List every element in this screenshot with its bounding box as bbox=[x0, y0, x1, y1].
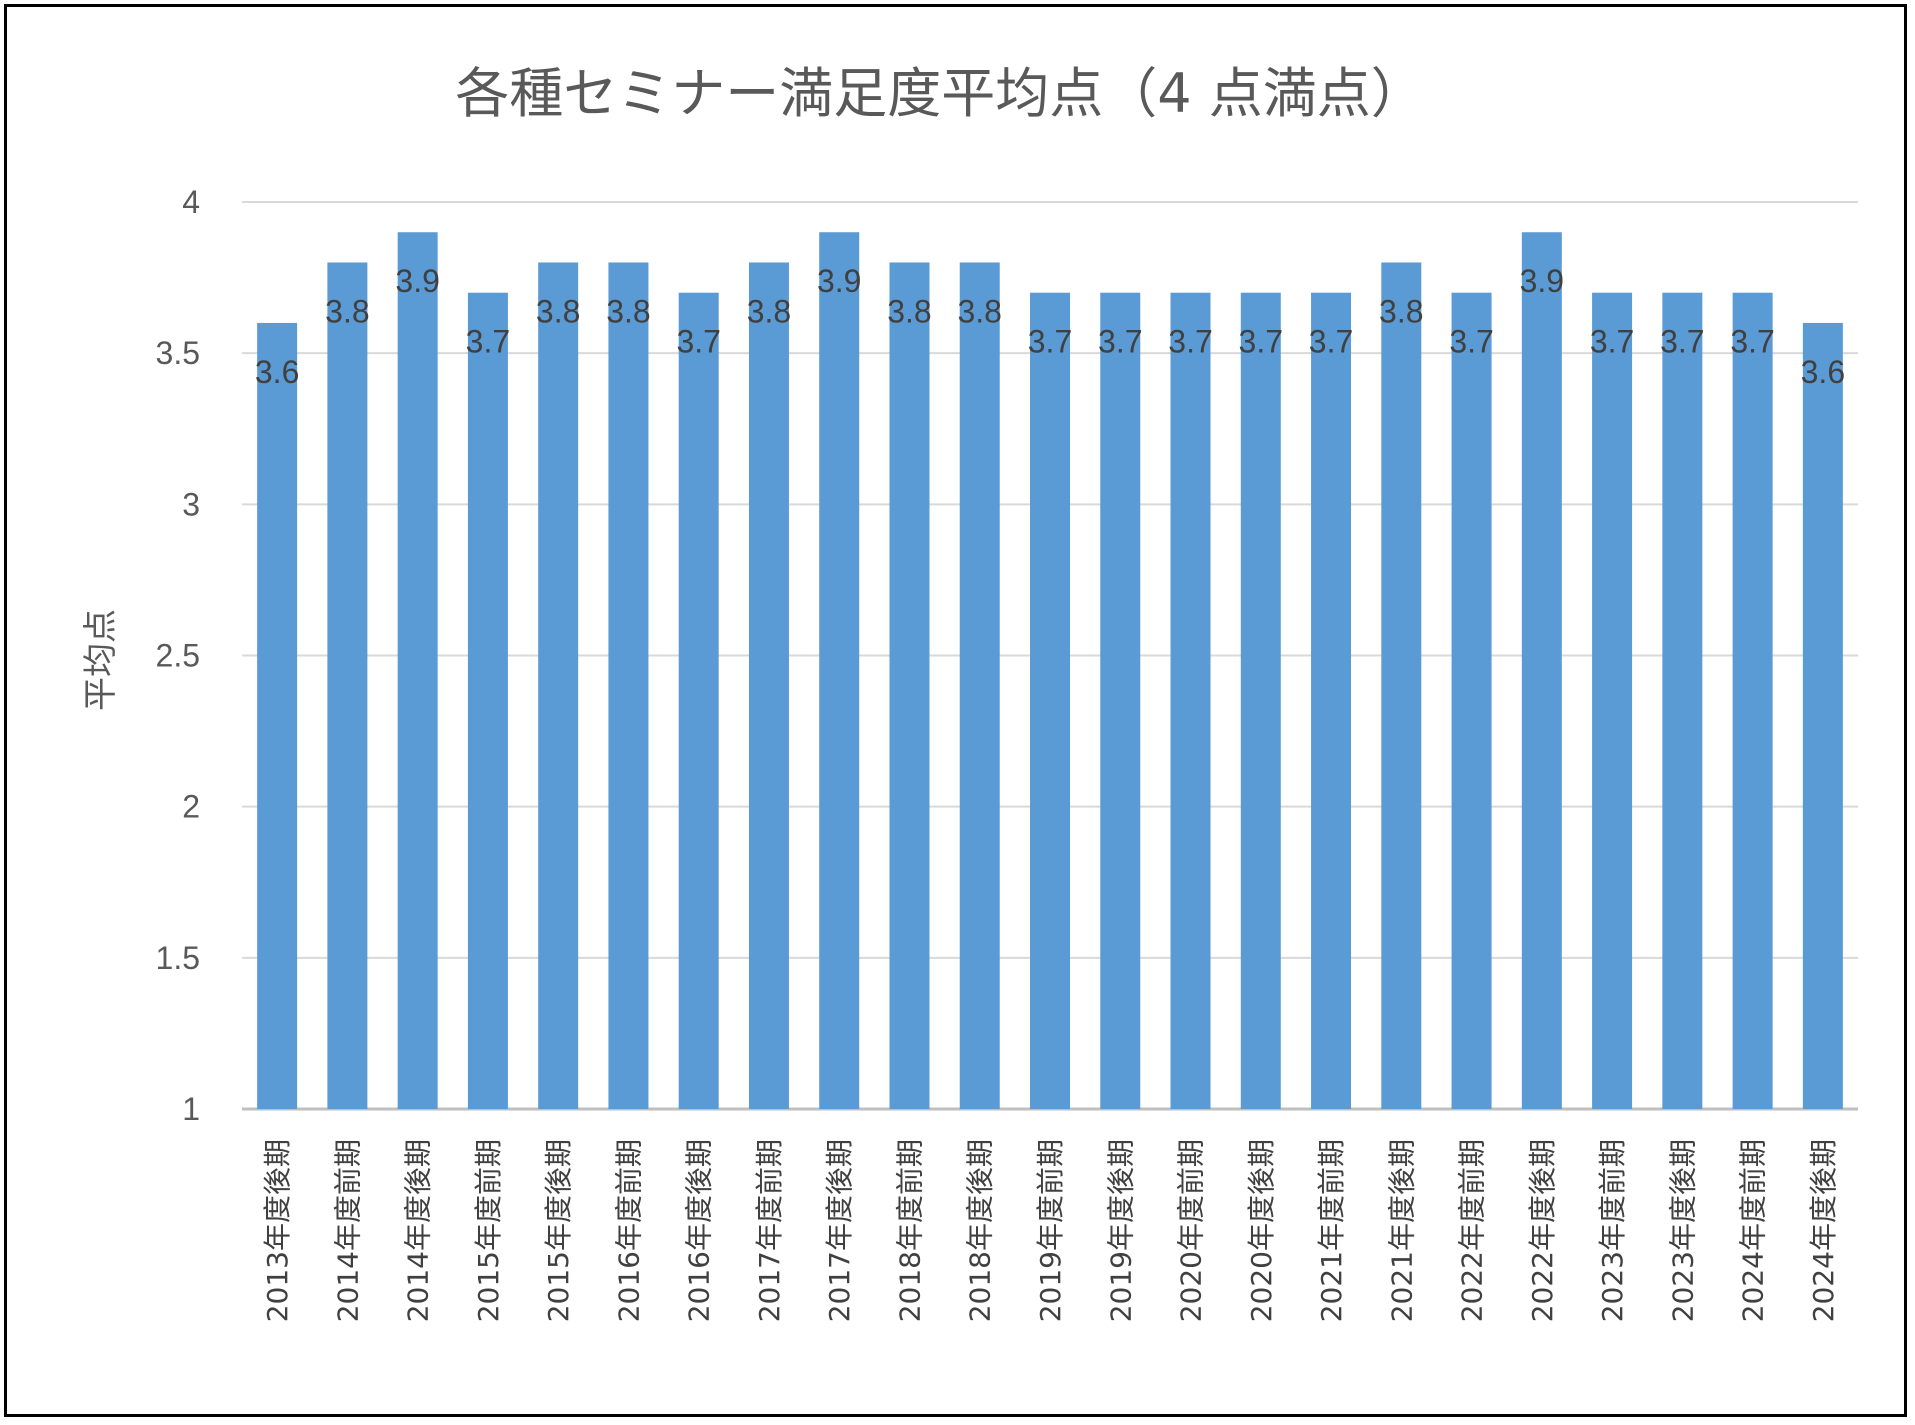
bar bbox=[1802, 322, 1843, 1109]
bar bbox=[959, 262, 1000, 1109]
bar bbox=[1381, 262, 1422, 1109]
x-tick-label: 2015年度前期 bbox=[472, 1139, 505, 1322]
x-tick-label: 2019年度前期 bbox=[1034, 1139, 1067, 1322]
bar bbox=[538, 262, 579, 1109]
data-label: 3.7 bbox=[1449, 324, 1493, 360]
data-label: 3.7 bbox=[1098, 324, 1142, 360]
data-label: 3.8 bbox=[606, 293, 650, 329]
x-tick-label: 2013年度後期 bbox=[261, 1139, 294, 1322]
y-tick-label: 2.5 bbox=[156, 638, 200, 674]
x-tick-label: 2023年度前期 bbox=[1596, 1139, 1629, 1322]
bar bbox=[1240, 292, 1281, 1109]
data-label: 3.7 bbox=[1028, 324, 1072, 360]
y-tick-label: 1 bbox=[182, 1091, 200, 1127]
data-label: 3.8 bbox=[887, 293, 931, 329]
x-tick-label: 2016年度後期 bbox=[683, 1139, 716, 1322]
data-label: 3.7 bbox=[1168, 324, 1212, 360]
data-label: 3.9 bbox=[817, 263, 861, 299]
bar bbox=[327, 262, 368, 1109]
data-label: 3.7 bbox=[1239, 324, 1283, 360]
x-tick-label: 2024年度前期 bbox=[1737, 1139, 1770, 1322]
x-tick-label: 2018年度後期 bbox=[964, 1139, 997, 1322]
data-label: 3.7 bbox=[1730, 324, 1774, 360]
bar bbox=[1521, 232, 1562, 1109]
x-tick-label: 2018年度前期 bbox=[893, 1139, 926, 1322]
bar bbox=[1100, 292, 1141, 1109]
x-tick-label: 2014年度前期 bbox=[331, 1139, 364, 1322]
y-tick-label: 4 bbox=[182, 184, 200, 220]
bar bbox=[608, 262, 649, 1109]
x-tick-label: 2017年度後期 bbox=[823, 1139, 856, 1322]
y-axis-ticks: 1 1.5 2 2.5 3 3.5 4 bbox=[156, 184, 200, 1127]
x-tick-label: 2022年度後期 bbox=[1526, 1139, 1559, 1322]
bar bbox=[889, 262, 930, 1109]
data-label: 3.7 bbox=[1309, 324, 1353, 360]
data-labels: 3.6 3.8 3.9 3.7 3.8 3.8 3.7 3.8 3.9 3.8 3.8 3.7 3.7 3… bbox=[255, 263, 1845, 390]
data-label: 3.7 bbox=[676, 324, 720, 360]
data-label: 3.9 bbox=[395, 263, 439, 299]
bar bbox=[1662, 292, 1703, 1109]
data-label: 3.7 bbox=[1590, 324, 1634, 360]
data-label: 3.6 bbox=[255, 354, 299, 390]
y-tick-label: 3.5 bbox=[156, 335, 200, 371]
y-axis-label: 平均点 bbox=[81, 609, 121, 711]
x-tick-label: 2020年度前期 bbox=[1175, 1139, 1208, 1322]
x-tick-label: 2017年度前期 bbox=[753, 1139, 786, 1322]
data-label: 3.8 bbox=[325, 293, 369, 329]
x-tick-label: 2021年度前期 bbox=[1315, 1139, 1348, 1322]
x-tick-label: 2015年度後期 bbox=[542, 1139, 575, 1322]
data-label: 3.8 bbox=[1379, 293, 1423, 329]
data-label: 3.7 bbox=[466, 324, 510, 360]
bar bbox=[397, 232, 438, 1109]
x-tick-label: 2022年度前期 bbox=[1456, 1139, 1489, 1322]
x-tick-label: 2019年度後期 bbox=[1104, 1139, 1137, 1322]
x-axis-ticks: 2013年度後期 2014年度前期 2014年度後期 2015年度前期 2015年度後期… bbox=[261, 1139, 1840, 1322]
bar bbox=[1170, 292, 1211, 1109]
bar bbox=[1732, 292, 1773, 1109]
chart-frame bbox=[4, 4, 1907, 1417]
data-label: 3.8 bbox=[536, 293, 580, 329]
bar bbox=[257, 322, 298, 1109]
data-label: 3.9 bbox=[1520, 263, 1564, 299]
bar bbox=[1592, 292, 1633, 1109]
chart-title: 各種セミナー満足度平均点（4 点満点） bbox=[455, 62, 1425, 125]
x-tick-label: 2020年度後期 bbox=[1245, 1139, 1278, 1322]
y-tick-label: 1.5 bbox=[156, 940, 200, 976]
x-tick-label: 2023年度後期 bbox=[1666, 1139, 1699, 1322]
bars bbox=[257, 232, 1843, 1109]
data-label: 3.8 bbox=[957, 293, 1001, 329]
x-tick-label: 2014年度後期 bbox=[402, 1139, 435, 1322]
bar bbox=[1451, 292, 1492, 1109]
y-tick-label: 3 bbox=[182, 486, 200, 522]
x-tick-label: 2016年度前期 bbox=[612, 1139, 645, 1322]
data-label: 3.8 bbox=[747, 293, 791, 329]
bar bbox=[819, 232, 860, 1109]
data-label: 3.7 bbox=[1660, 324, 1704, 360]
bar bbox=[748, 262, 789, 1109]
data-label: 3.6 bbox=[1801, 354, 1845, 390]
x-tick-label: 2024年度後期 bbox=[1807, 1139, 1840, 1322]
x-tick-label: 2021年度後期 bbox=[1385, 1139, 1418, 1322]
bar bbox=[678, 292, 719, 1109]
y-tick-label: 2 bbox=[182, 789, 200, 825]
bar bbox=[467, 292, 508, 1109]
bar bbox=[1030, 292, 1070, 1109]
bar bbox=[1311, 292, 1352, 1109]
